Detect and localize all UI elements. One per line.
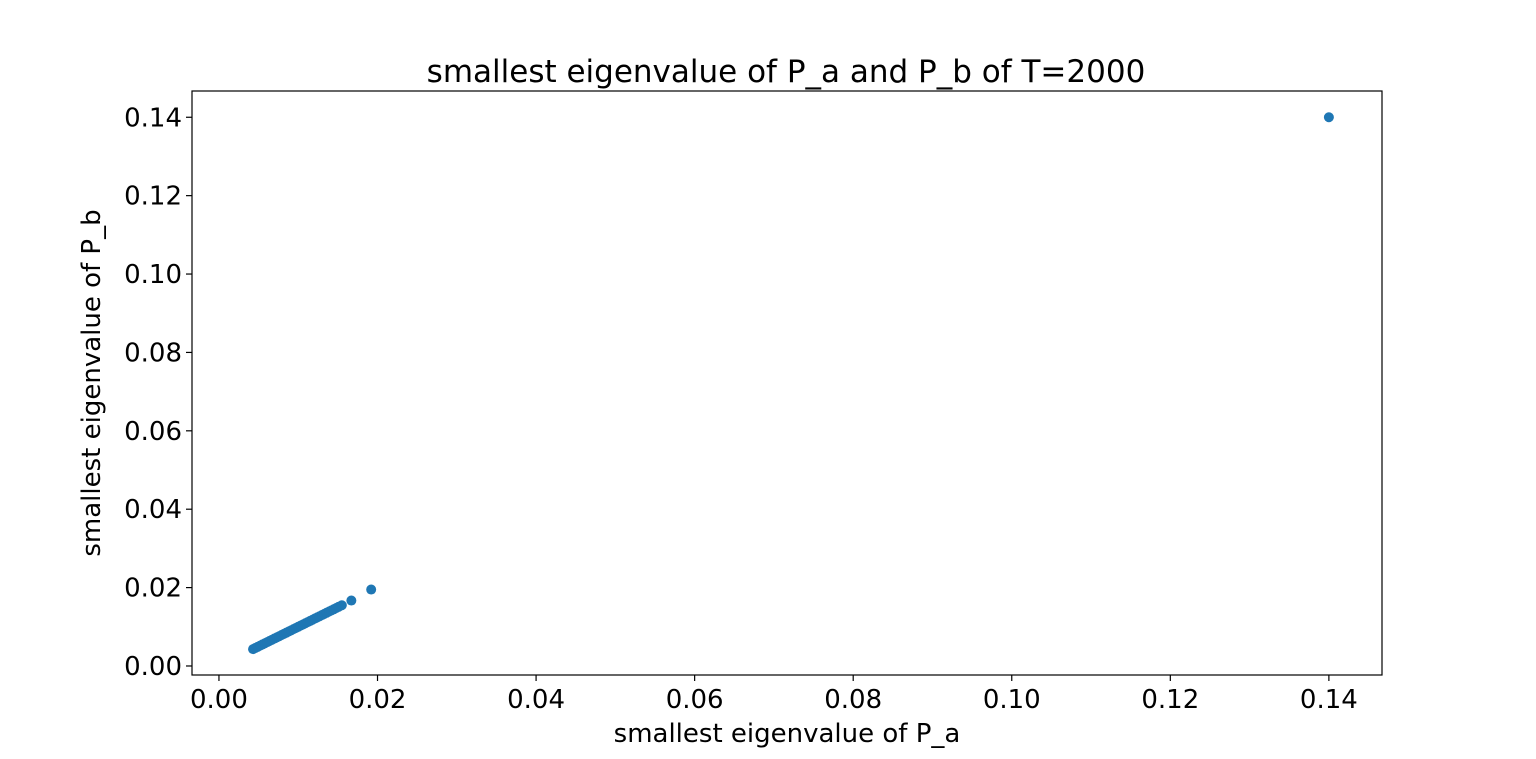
y-tick-label: 0.04 xyxy=(124,495,182,525)
x-tick-label: 0.06 xyxy=(666,685,724,715)
y-tick-label: 0.00 xyxy=(124,652,182,682)
y-axis: 0.00 0.02 0.04 0.06 0.08 0.10 0.12 0.14 xyxy=(124,103,192,682)
chart-title: smallest eigenvalue of P_a and P_b of T=… xyxy=(427,54,1146,90)
scatter-points xyxy=(248,112,1334,655)
y-tick-label: 0.10 xyxy=(124,260,182,290)
x-tick-label: 0.00 xyxy=(190,685,248,715)
plot-area-frame xyxy=(191,90,1383,676)
y-tick-label: 0.12 xyxy=(124,182,182,212)
y-tick-label: 0.14 xyxy=(124,103,182,133)
x-tick-label: 0.14 xyxy=(1300,685,1358,715)
x-axis-title: smallest eigenvalue of P_a xyxy=(614,719,961,749)
scatter-point xyxy=(1323,112,1334,123)
y-tick-label: 0.06 xyxy=(124,417,182,447)
x-tick-label: 0.12 xyxy=(1141,685,1199,715)
y-tick-label: 0.02 xyxy=(124,574,182,604)
x-axis: 0.00 0.02 0.04 0.06 0.08 0.10 0.12 0.14 xyxy=(190,675,1358,715)
x-tick-label: 0.04 xyxy=(507,685,565,715)
x-tick-label: 0.02 xyxy=(349,685,407,715)
x-tick-label: 0.10 xyxy=(983,685,1041,715)
y-tick-label: 0.08 xyxy=(124,338,182,368)
scatter-point xyxy=(346,595,357,606)
y-axis-title: smallest eigenvalue of P_b xyxy=(77,209,107,556)
scatter-point xyxy=(366,584,377,595)
scatter-point xyxy=(336,600,347,611)
x-tick-label: 0.08 xyxy=(824,685,882,715)
